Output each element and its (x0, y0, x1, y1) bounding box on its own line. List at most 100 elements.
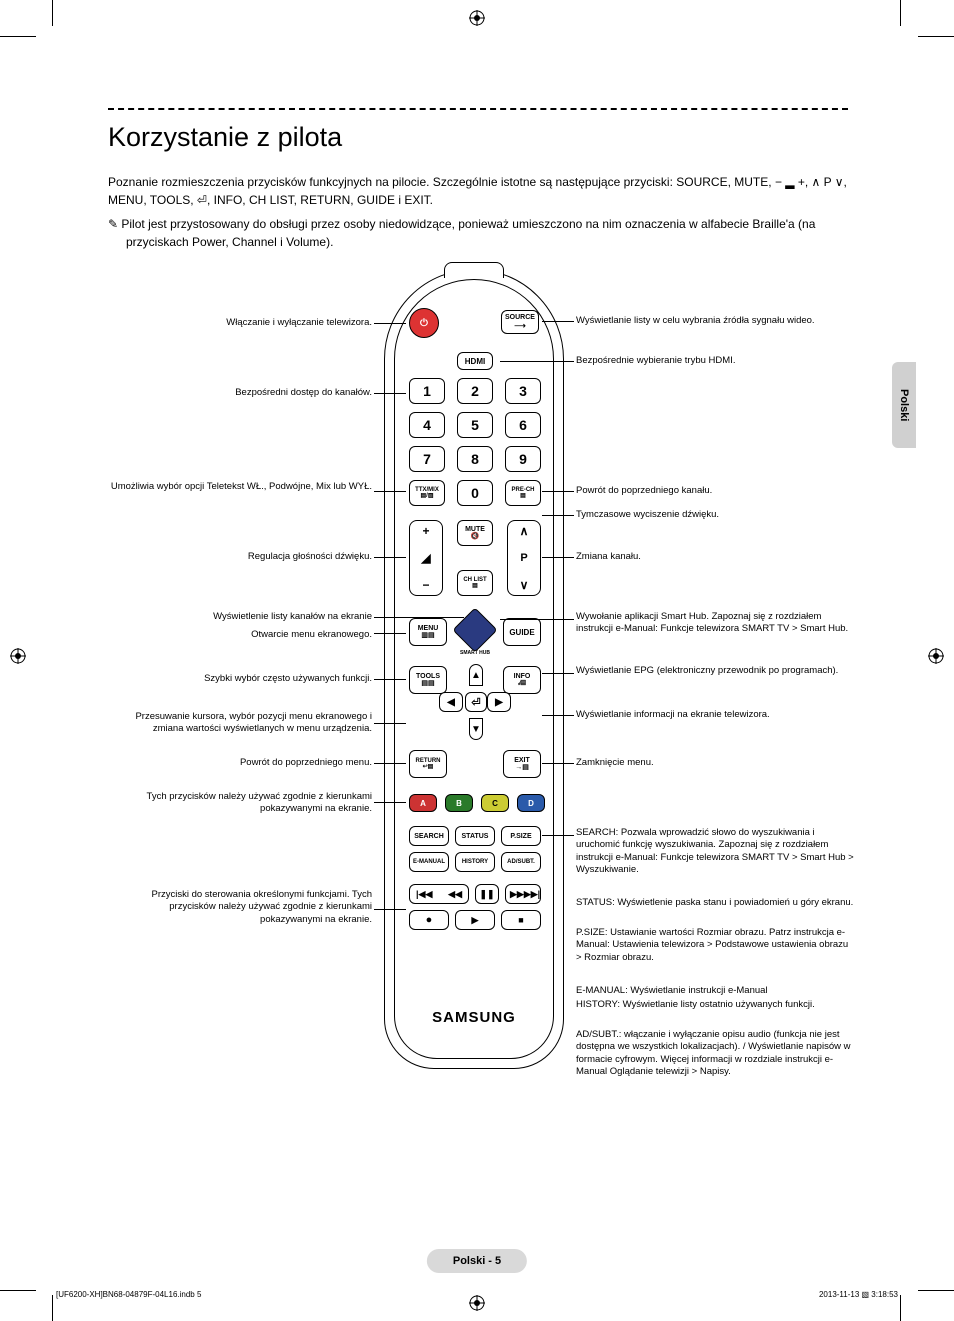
leader-line (374, 679, 406, 680)
color-d[interactable]: D (517, 794, 545, 812)
crop-mark (900, 1295, 901, 1321)
label-power: Włączanie i wyłączanie telewizora. (108, 317, 372, 329)
page-title: Korzystanie z pilota (108, 122, 848, 153)
label-exit: Zamknięcie menu. (576, 757, 856, 769)
color-a[interactable]: A (409, 794, 437, 812)
vol-icon: ◢ (421, 551, 430, 565)
record-button[interactable]: ● (409, 910, 449, 930)
num-3[interactable]: 3 (505, 378, 541, 404)
footer-filename: [UF6200-XH]BN68-04879F-04L16.indb 5 (56, 1290, 201, 1299)
ttx-button[interactable]: TTX/MIX▤/▨ (409, 480, 445, 506)
color-c[interactable]: C (481, 794, 509, 812)
prev-rew-button[interactable]: |◀◀◀◀ (409, 884, 469, 904)
tools-button[interactable]: TOOLS▤▤ (409, 666, 447, 694)
emanual-button[interactable]: E-MANUAL (409, 852, 449, 872)
label-emanual: E-MANUAL: Wyświetlanie instrukcji e-Manu… (576, 985, 856, 997)
label-status: STATUS: Wyświetlenie paska stanu i powia… (576, 897, 856, 909)
num-8[interactable]: 8 (457, 446, 493, 472)
num-1[interactable]: 1 (409, 378, 445, 404)
volume-rocker[interactable]: + ◢ − (409, 520, 443, 596)
remote-outline: ⏻ SOURCE⟶ HDMI 1 2 3 4 5 6 7 8 9 TTX/MIX… (384, 269, 564, 1069)
page-footer: Polski - 5 (427, 1249, 527, 1273)
brand-logo: SAMSUNG (432, 1009, 516, 1026)
vol-up-icon: + (422, 524, 429, 538)
leader-line (374, 617, 464, 618)
mute-button[interactable]: MUTE🔇 (457, 520, 493, 546)
label-guide: Wyświetlanie EPG (elektroniczny przewodn… (576, 665, 856, 677)
adsubt-button[interactable]: AD/SUBT. (501, 852, 541, 872)
num-6[interactable]: 6 (505, 412, 541, 438)
label-search: SEARCH: Pozwala wprowadzić słowo do wysz… (576, 827, 856, 876)
registration-mark (469, 10, 485, 26)
label-volume: Regulacja głośności dźwięku. (108, 551, 372, 563)
ffwd-icon: ▶▶ (510, 889, 524, 900)
intro-text: Poznanie rozmieszczenia przycisków funkc… (108, 173, 848, 209)
search-button[interactable]: SEARCH (409, 826, 449, 846)
chlist-button[interactable]: CH LIST▤ (457, 570, 493, 596)
remote-diagram: ⏻ SOURCE⟶ HDMI 1 2 3 4 5 6 7 8 9 TTX/MIX… (108, 269, 848, 1179)
stop-button[interactable]: ■ (501, 910, 541, 930)
registration-mark (10, 648, 26, 664)
num-4[interactable]: 4 (409, 412, 445, 438)
remote-notch (444, 262, 504, 278)
guide-button[interactable]: GUIDE (503, 618, 541, 646)
language-tab: Polski (892, 362, 916, 448)
ch-up-icon: ∧ (520, 524, 529, 538)
leader-line (500, 619, 574, 620)
label-psize: P.SIZE: Ustawianie wartości Rozmiar obra… (576, 927, 856, 964)
dpad-down[interactable]: ▼ (469, 718, 483, 740)
color-b[interactable]: B (445, 794, 473, 812)
label-hdmi: Bezpośrednie wybieranie trybu HDMI. (576, 355, 856, 367)
dpad-right[interactable]: ▶ (487, 692, 511, 712)
hdmi-button[interactable]: HDMI (457, 352, 493, 370)
next-icon: ▶▶| (524, 889, 540, 900)
power-button[interactable]: ⏻ (409, 308, 439, 338)
vol-down-icon: − (422, 578, 429, 592)
num-5[interactable]: 5 (457, 412, 493, 438)
play-button[interactable]: ▶ (455, 910, 495, 930)
source-button[interactable]: SOURCE⟶ (501, 310, 539, 334)
leader-line (374, 723, 406, 724)
label-ttx: Umożliwia wybór opcji Teletekst WŁ., Pod… (108, 481, 372, 493)
num-0[interactable]: 0 (457, 480, 493, 506)
prech-button[interactable]: PRE-CH▤ (505, 480, 541, 506)
leader-line (374, 323, 406, 324)
ffwd-next-button[interactable]: ▶▶▶▶| (505, 884, 541, 904)
pause-button[interactable]: ❚❚ (475, 884, 499, 904)
leader-line (542, 557, 574, 558)
footer-timestamp: 2013-11-13 ▧ 3:18:53 (819, 1290, 898, 1299)
psize-button[interactable]: P.SIZE (501, 826, 541, 846)
num-7[interactable]: 7 (409, 446, 445, 472)
history-button[interactable]: HISTORY (455, 852, 495, 872)
label-tools: Szybki wybór często używanych funkcji. (108, 673, 372, 685)
label-play: Przyciski do sterowania określonymi funk… (108, 889, 372, 926)
label-mute: Tymczasowe wyciszenie dźwięku. (576, 509, 856, 521)
status-button[interactable]: STATUS (455, 826, 495, 846)
crop-mark (900, 0, 901, 26)
label-color: Tych przycisków należy używać zgodnie z … (108, 791, 372, 816)
leader-line (374, 802, 406, 803)
crop-mark (918, 36, 954, 37)
rew-icon: ◀◀ (448, 889, 462, 900)
menu-button[interactable]: MENU▥▤ (409, 618, 447, 646)
dpad-up[interactable]: ▲ (469, 664, 483, 686)
channel-rocker[interactable]: ∧ P ∨ (507, 520, 541, 596)
p-label: P (520, 552, 527, 564)
label-channels: Bezpośredni dostęp do kanałów. (108, 387, 372, 399)
leader-line (374, 491, 406, 492)
label-info: Wyświetlanie informacji na ekranie telew… (576, 709, 856, 721)
num-2[interactable]: 2 (457, 378, 493, 404)
smarthub-label: SMART HUB (451, 650, 499, 656)
return-button[interactable]: RETURN↩▤ (409, 750, 447, 778)
exit-button[interactable]: EXIT→▤ (503, 750, 541, 778)
info-button[interactable]: INFO𝒾▤ (503, 666, 541, 694)
leader-line (374, 763, 406, 764)
enter-button[interactable]: ⏎ (465, 692, 487, 712)
num-9[interactable]: 9 (505, 446, 541, 472)
dpad-left[interactable]: ◀ (439, 692, 463, 712)
leader-line (542, 491, 574, 492)
label-cursor: Przesuwanie kursora, wybór pozycji menu … (108, 711, 372, 736)
label-history: HISTORY: Wyświetlanie listy ostatnio uży… (576, 999, 856, 1011)
label-p: Zmiana kanału. (576, 551, 856, 563)
crop-mark (0, 36, 36, 37)
